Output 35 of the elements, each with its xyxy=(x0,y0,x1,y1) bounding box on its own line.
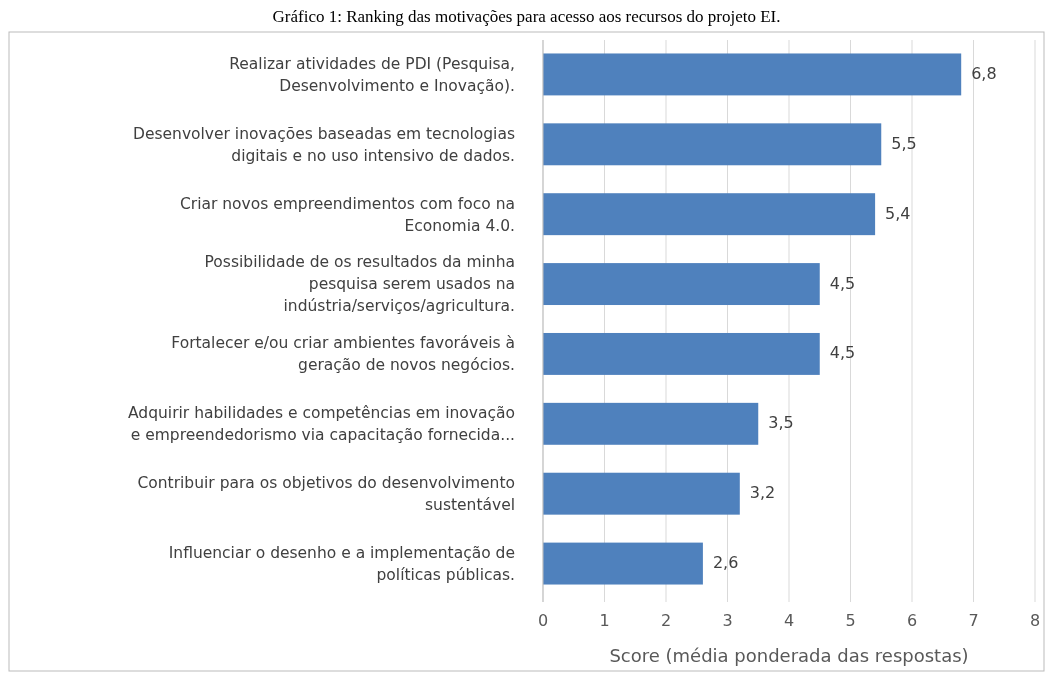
data-label: 4,5 xyxy=(829,343,856,363)
x-tick-label: 2 xyxy=(660,611,672,630)
data-label: 6,8 xyxy=(971,63,997,83)
y-tick-label: Possibilidade de os resultados da minha pesquisa serem usados na indústria/serviços/agricultura. xyxy=(204,253,515,316)
bar xyxy=(543,472,740,515)
data-label: 5,4 xyxy=(885,203,911,223)
bar xyxy=(543,332,820,375)
x-tick-label: 0 xyxy=(537,611,549,630)
x-tick-label: 8 xyxy=(1029,611,1041,630)
x-tick-label: 6 xyxy=(906,611,918,630)
bar xyxy=(543,193,876,236)
y-tick-label: Influenciar o desenho e a implementação de políticas públicas. xyxy=(168,543,515,584)
y-tick-label: Adquirir habilidades e competências em inovação e empreendedorismo via capacitação fornecida... xyxy=(128,404,515,445)
data-label: 3,2 xyxy=(749,483,776,503)
y-tick-label: Realizar atividades de PDI (Pesquisa, Desenvolvimento e Inovação). xyxy=(229,54,515,95)
bar xyxy=(543,402,759,445)
x-axis-title: Score (média ponderada das respostas) xyxy=(609,645,969,666)
y-tick-label: Contribuir para os objetivos do desenvolvimento sustentável xyxy=(137,474,515,515)
x-tick-label: 5 xyxy=(845,611,856,630)
data-label: 4,5 xyxy=(829,273,856,293)
bar xyxy=(543,542,703,585)
bar xyxy=(543,263,820,306)
data-label: 3,5 xyxy=(768,413,794,433)
y-tick-label: Fortalecer e/ou criar ambientes favoráveis à geração de novos negócios. xyxy=(171,334,515,375)
x-tick-label: 4 xyxy=(783,611,795,630)
bar xyxy=(543,53,962,96)
x-tick-label: 7 xyxy=(968,611,979,630)
x-tick-label: 3 xyxy=(722,611,733,630)
data-label: 5,5 xyxy=(891,133,917,153)
bar xyxy=(543,123,882,166)
x-tick-label: 1 xyxy=(599,611,610,630)
data-label: 2,6 xyxy=(712,553,739,573)
y-tick-label: Criar novos empreendimentos com foco na Economia 4.0. xyxy=(179,194,515,235)
y-tick-label: Desenvolver inovações baseadas em tecnologias digitais e no uso intensivo de dados. xyxy=(132,124,515,165)
chart-title: Gráfico 1: Ranking das motivações para acesso aos recursos do projeto EI. xyxy=(272,7,781,26)
